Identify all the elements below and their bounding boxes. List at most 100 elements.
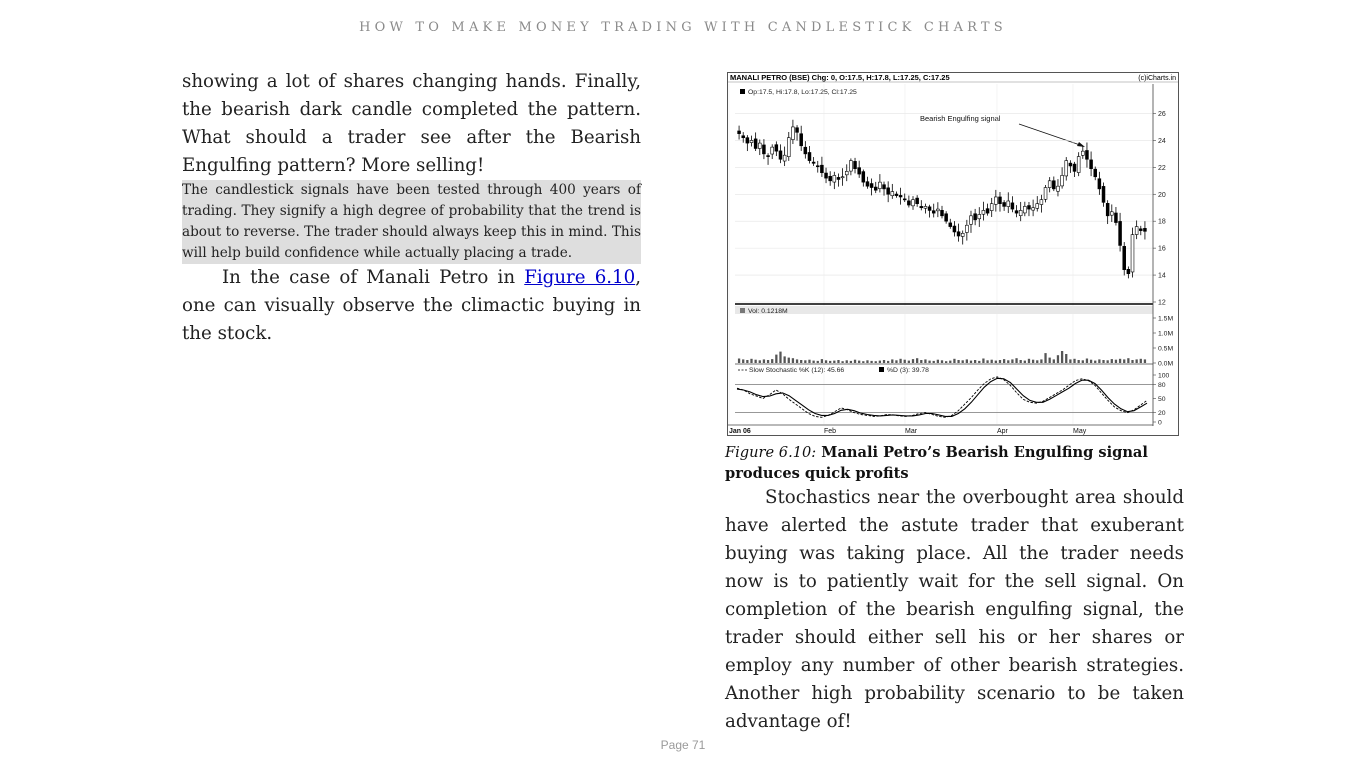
- volume-bar: [1131, 360, 1134, 363]
- volume-bar: [932, 360, 935, 363]
- candle-body: [803, 146, 808, 155]
- volume-bar: [1085, 358, 1089, 363]
- candle-body: [840, 176, 845, 179]
- candle-body: [844, 171, 849, 176]
- running-head: HOW TO MAKE MONEY TRADING WITH CANDLESTI…: [359, 20, 1007, 35]
- volume-bar: [924, 359, 927, 363]
- volume-bar: [1044, 353, 1047, 363]
- price-candles: [737, 119, 1147, 279]
- candle-body: [762, 144, 766, 155]
- candle-body: [965, 224, 969, 233]
- candle-body: [1143, 228, 1147, 232]
- candle-body: [1085, 150, 1089, 160]
- candle-body: [1014, 210, 1019, 214]
- volume-bar: [858, 360, 861, 363]
- candle-body: [873, 186, 878, 191]
- candle-body: [956, 231, 961, 237]
- candle-body: [1027, 205, 1031, 210]
- candle-body: [828, 175, 832, 182]
- candle-body: [1056, 185, 1060, 192]
- volume-bar: [787, 357, 790, 363]
- month-label: Apr: [997, 428, 1009, 435]
- candle-body: [894, 193, 899, 196]
- volume-bar: [940, 360, 944, 363]
- figure-6-10-link[interactable]: Figure 6.10: [524, 267, 636, 288]
- candle-body: [770, 146, 774, 155]
- candle-body: [944, 213, 948, 222]
- candle-body: [886, 187, 890, 195]
- volume-tick-label: 0.0M: [1158, 361, 1173, 368]
- candle-body: [878, 181, 882, 189]
- volume-bar: [1031, 359, 1035, 363]
- candle-body: [753, 138, 758, 149]
- candle-body: [1039, 199, 1044, 205]
- annotation-arrow-line: [1018, 123, 1084, 147]
- candle-body: [952, 225, 957, 233]
- volume-bar: [1015, 358, 1018, 363]
- stoch-d-line: [736, 377, 1148, 417]
- volume-bar: [816, 360, 819, 363]
- volume-bar: [766, 360, 770, 363]
- candle-body: [824, 172, 828, 179]
- volume-bar: [1098, 359, 1101, 363]
- candle-body: [973, 213, 977, 221]
- candle-body: [977, 214, 982, 220]
- left-paragraph-1: showing a lot of shares changing hands. …: [182, 71, 641, 176]
- candle-body: [1018, 210, 1023, 216]
- para2-text-before: In the case of Manali Petro in: [222, 267, 525, 288]
- candlestick-chart-svg: MANALI PETRO (BSE) Chg: 0, O:17.5, H:17.…: [727, 72, 1179, 436]
- volume-bar: [853, 359, 857, 363]
- candle-body: [787, 137, 791, 157]
- candle-body: [931, 210, 936, 214]
- volume-bar: [746, 360, 749, 363]
- volume-bar: [1019, 360, 1022, 363]
- candle-body: [1093, 168, 1097, 178]
- figure-chart: MANALI PETRO (BSE) Chg: 0, O:17.5, H:17.…: [727, 72, 1179, 436]
- volume-bar: [928, 360, 931, 363]
- candle-body: [1068, 162, 1073, 167]
- volume-bar: [1056, 355, 1060, 363]
- candle-body: [1118, 221, 1122, 246]
- volume-tick-label: 0.5M: [1158, 346, 1173, 353]
- volume-bar: [841, 361, 844, 363]
- volume-bar: [994, 360, 997, 363]
- volume-bar: [820, 359, 824, 363]
- stoch-k-legend: Slow Stochastic %K (12): 45.66: [749, 367, 844, 374]
- volume-bar: [978, 360, 981, 363]
- candle-body: [1002, 202, 1006, 207]
- volume-bar: [936, 359, 939, 363]
- volume-tick-label: 1.5M: [1158, 316, 1173, 323]
- candle-body: [741, 135, 745, 139]
- volume-bar: [849, 360, 853, 363]
- candle-body: [915, 197, 919, 204]
- candle-body: [749, 140, 754, 143]
- candle-body: [782, 154, 787, 162]
- ohlc-legend: Op:17.5, Hi:17.8, Lo:17.25, Cl:17.25: [748, 89, 857, 96]
- left-paragraph-2: In the case of Manali Petro in Figure 6.…: [182, 264, 641, 348]
- candle-body: [1122, 246, 1126, 270]
- candle-body: [898, 195, 903, 198]
- candle-body: [1110, 211, 1114, 216]
- volume-bar: [1027, 358, 1031, 363]
- figure-caption: Figure 6.10: Manali Petro’s Bearish Engu…: [725, 442, 1185, 484]
- candle-body: [774, 144, 779, 152]
- volume-bar: [1143, 359, 1147, 363]
- volume-bar: [1077, 360, 1080, 363]
- price-tick-label: 18: [1158, 219, 1166, 226]
- volume-bar: [1011, 359, 1014, 363]
- right-column: Stochastics near the overbought area sho…: [725, 484, 1184, 736]
- price-axis: 26 24 22 20 18 16 14 12: [1153, 111, 1166, 307]
- volume-bar: [1060, 351, 1064, 363]
- candle-body: [960, 233, 965, 237]
- vol-legend: Vol: 0.1218M: [748, 308, 788, 315]
- candle-body: [1105, 203, 1110, 217]
- candle-body: [745, 137, 750, 144]
- candle-body: [911, 199, 915, 207]
- candle-body: [1134, 226, 1139, 235]
- candle-body: [1006, 200, 1011, 207]
- volume-bar: [1040, 359, 1043, 363]
- stochastic-panel: [735, 376, 1153, 418]
- candle-body: [1060, 175, 1064, 187]
- candle-body: [869, 183, 874, 188]
- volume-bar: [1023, 360, 1026, 363]
